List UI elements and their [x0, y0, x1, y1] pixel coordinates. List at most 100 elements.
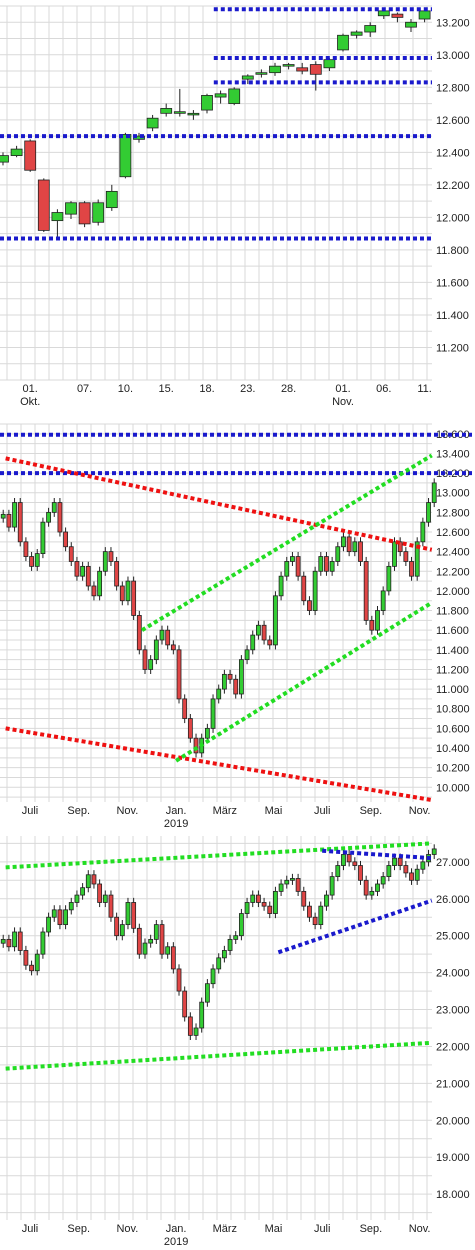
candle-down: [358, 541, 363, 562]
y-tick-label: 12.000: [436, 586, 470, 598]
candle-up: [40, 521, 46, 554]
x-tick-label: 18.: [199, 383, 214, 395]
candle-up: [312, 570, 318, 611]
candle-up: [204, 983, 210, 1003]
y-tick-label: 11.800: [436, 606, 469, 618]
candle-up: [431, 848, 437, 855]
candle-down: [227, 673, 233, 680]
y-tick-label: 27.000: [436, 857, 470, 869]
x-tick-label: 10.: [118, 383, 133, 395]
candle-down: [369, 619, 375, 631]
candle-up: [282, 64, 295, 67]
candle-up: [97, 570, 103, 597]
candle-down: [182, 698, 188, 719]
candle-down: [397, 857, 403, 866]
candle-up: [210, 698, 216, 729]
x-tick-label: Sep.: [67, 1223, 90, 1235]
candle-down: [29, 556, 34, 567]
candle-up: [386, 565, 392, 592]
candle-up: [238, 659, 244, 695]
candle-up: [160, 108, 173, 114]
x-tick-label: Sep.: [360, 805, 383, 817]
candle-down: [23, 541, 29, 557]
candle-up: [46, 511, 51, 523]
y-tick-label: 12.400: [436, 147, 470, 159]
candle-up: [414, 541, 420, 577]
chart-panel-2: 13.60013.40013.20013.00012.80012.60012.4…: [0, 423, 472, 830]
trend-line: [5, 456, 433, 552]
candle-down: [182, 990, 188, 1018]
candle-down: [57, 502, 63, 533]
x-tick-label: Sep.: [67, 805, 90, 817]
candle-up: [92, 202, 105, 223]
candle-up: [418, 10, 431, 20]
candle-up: [386, 865, 392, 878]
candle-down: [307, 905, 312, 918]
candle-down: [409, 872, 414, 881]
x-tick-label: März: [213, 1223, 237, 1235]
candle-up: [318, 556, 324, 572]
candle-up: [244, 649, 250, 661]
x-tick-label: Jan.: [166, 805, 187, 817]
trend-line: [175, 600, 433, 763]
candle-up: [324, 894, 329, 907]
candle-down: [136, 615, 142, 651]
candle-down: [307, 600, 312, 611]
candle-down: [114, 561, 120, 587]
candle-up: [329, 561, 335, 572]
candle-down: [37, 179, 50, 231]
y-tick-label: 13.000: [436, 488, 470, 500]
x-tick-label: Mai: [265, 805, 283, 817]
candle-down: [295, 556, 301, 577]
y-tick-label: 24.000: [436, 968, 470, 980]
x-tick-label: Nov.: [409, 1223, 431, 1235]
candle-up: [323, 59, 336, 69]
candle-up: [199, 1001, 205, 1029]
x-tick-sublabel: Okt.: [20, 396, 40, 408]
y-tick-label: 10.600: [436, 723, 470, 735]
candle-down: [91, 585, 97, 597]
x-tick-label: Jan.: [166, 1223, 187, 1235]
x-tick-label: Juli: [314, 805, 331, 817]
y-tick-label: 13.600: [436, 429, 470, 441]
candle-down: [363, 561, 369, 621]
candle-up: [227, 938, 233, 951]
candle-up: [431, 482, 437, 503]
candle-down: [261, 624, 267, 641]
candle-down: [170, 644, 176, 651]
y-tick-label: 11.400: [436, 310, 469, 322]
candle-down: [309, 64, 322, 75]
candle-up: [85, 874, 91, 889]
candle-down: [397, 541, 403, 553]
candle-down: [74, 561, 80, 577]
candle-down: [17, 502, 23, 543]
candle-down: [312, 916, 318, 926]
candle-down: [78, 202, 91, 225]
x-tick-label: Nov.: [116, 1223, 138, 1235]
candle-up: [341, 536, 346, 548]
trend-line: [277, 898, 433, 955]
y-tick-label: 10.200: [436, 763, 470, 775]
candle-up: [102, 551, 108, 572]
x-tick-label: 01.: [335, 383, 350, 395]
y-tick-label: 21.000: [436, 1078, 470, 1090]
candle-up: [142, 942, 148, 955]
x-tick-sublabel: 2019: [164, 818, 188, 830]
candle-down: [97, 883, 103, 903]
candle-up: [221, 950, 227, 959]
candle-down: [108, 551, 114, 562]
candle-down: [346, 536, 352, 553]
candle-down: [17, 931, 23, 951]
candle-up: [420, 521, 426, 543]
candle-down: [165, 629, 171, 646]
candle-up: [337, 34, 349, 51]
candle-up: [193, 1027, 199, 1036]
x-tick-sublabel: Nov.: [332, 396, 354, 408]
candle-up: [290, 556, 295, 562]
candle-up: [80, 565, 86, 577]
y-tick-label: 11.200: [436, 342, 469, 354]
candle-down: [363, 879, 369, 896]
candle-down: [131, 902, 137, 929]
candle-up: [364, 25, 377, 33]
